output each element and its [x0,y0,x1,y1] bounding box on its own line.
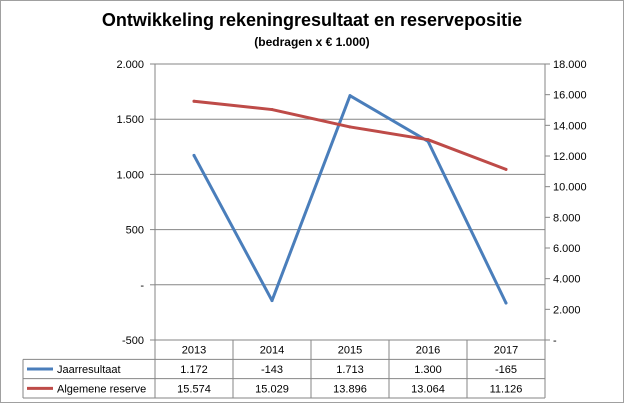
legend-label: Algemene reserve [57,383,146,395]
left-tick-label: 1.500 [116,114,144,126]
left-tick-label: 500 [126,225,144,237]
right-tick-label: 10.000 [553,182,587,194]
data-label: 11.126 [490,383,523,395]
right-tick-label: 4.000 [553,274,581,286]
right-tick-label: 16.000 [553,90,587,102]
data-point [348,94,352,98]
data-point [192,153,196,157]
x-tick-label: 2015 [338,345,362,357]
x-tick-label: 2013 [182,345,206,357]
right-tick-label: 12.000 [553,151,587,163]
data-point [348,125,352,129]
right-tick-label: 2.000 [553,304,581,316]
right-tick-label: 18.000 [553,59,587,71]
right-tick-label: 6.000 [553,243,581,255]
right-tick-label: 8.000 [553,212,581,224]
x-tick-label: 2017 [494,345,518,357]
right-axis-ticks: 18.000 16.000 14.000 12.000 10.000 8.000 6.000… [545,59,587,347]
data-label: 13.064 [411,383,445,395]
axes [154,64,546,340]
left-tick-label: -500 [122,335,144,347]
data-label: 1.172 [180,364,208,376]
right-tick-label: - [553,335,557,347]
x-tick-label: 2014 [260,345,284,357]
data-label: 1.713 [336,364,364,376]
data-label: 1.300 [414,364,442,376]
x-tick-label: 2016 [416,345,440,357]
data-point [270,299,274,303]
series-lines [192,94,508,305]
legend-label: Jaarresultaat [57,364,121,376]
data-label: 13.896 [333,383,367,395]
data-point [426,138,430,142]
algemene-reserve-line [192,99,508,171]
left-tick-label: 1.000 [116,169,144,181]
chart-subtitle: (bedragen x € 1.000) [254,35,370,49]
data-label: -165 [495,364,517,376]
left-tick-label: - [140,280,144,292]
data-label: 15.029 [255,383,289,395]
data-point [270,108,274,112]
right-tick-label: 14.000 [553,120,587,132]
data-point [504,167,508,171]
chart-title: Ontwikkeling rekeningresultaat en reserv… [101,10,523,30]
data-label: -143 [261,364,283,376]
gridlines [155,63,545,341]
data-point [504,301,508,305]
left-tick-label: 2.000 [116,59,144,71]
data-table: 2013 2014 2015 2016 2017 Jaarresultaat 1.172 -1… [22,339,546,399]
data-label: 15.574 [177,383,211,395]
data-point [192,99,196,103]
left-axis-ticks: 2.000 1.500 1.000 500 - -500 [116,59,155,347]
